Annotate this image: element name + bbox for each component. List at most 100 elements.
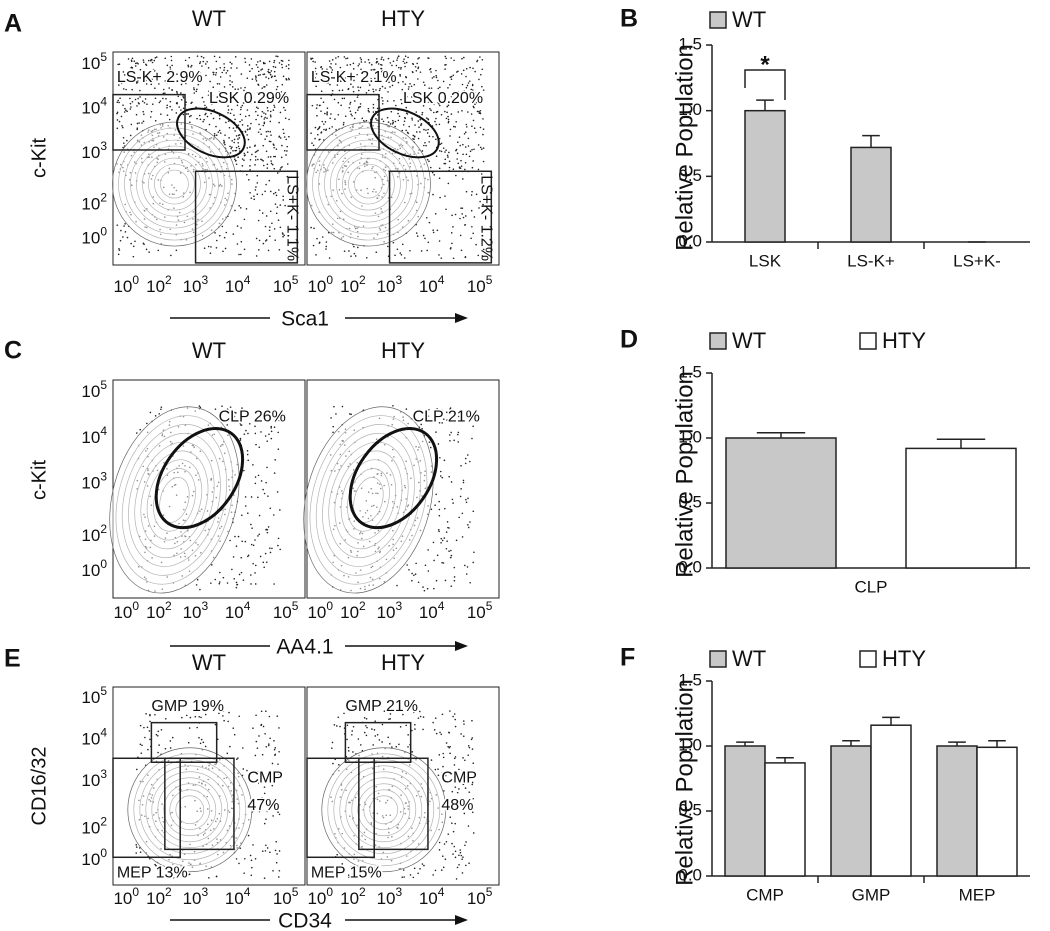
event-dot <box>276 148 278 150</box>
event-dot <box>464 224 466 226</box>
event-dot <box>279 169 281 171</box>
event-dot <box>383 59 385 61</box>
event-dot <box>273 147 275 149</box>
event-dot <box>479 56 481 58</box>
event-dot <box>437 768 439 770</box>
event-dot <box>453 831 455 833</box>
legend-swatch <box>710 333 726 349</box>
event-dot <box>466 126 468 128</box>
event-dot <box>417 873 419 875</box>
event-dot <box>230 152 232 154</box>
event-dot <box>123 142 125 144</box>
event-dot <box>182 95 184 97</box>
y-tick-label: 0.0 <box>678 231 702 250</box>
event-dot <box>118 248 120 250</box>
event-dot <box>277 172 279 174</box>
event-dot <box>278 876 280 878</box>
event-dot <box>264 877 266 879</box>
y-tick-label: 0.0 <box>678 865 702 884</box>
event-dot <box>326 241 328 243</box>
event-dot <box>433 174 435 176</box>
event-dot <box>318 127 320 129</box>
event-dot <box>285 139 287 141</box>
event-dot <box>450 247 452 249</box>
event-dot <box>446 540 448 542</box>
event-dot <box>473 551 475 553</box>
event-dot <box>467 454 469 456</box>
tick-base: 10 <box>377 603 396 622</box>
event-dot <box>332 742 334 744</box>
event-dot <box>358 90 360 92</box>
event-dot <box>332 59 334 61</box>
event-dot <box>273 109 275 111</box>
event-dot <box>222 226 224 228</box>
event-dot <box>439 842 441 844</box>
event-dot <box>188 742 190 744</box>
y-axis-label: CD16/32 <box>28 747 50 826</box>
event-dot <box>465 865 467 867</box>
event-dot <box>279 509 281 511</box>
event-dot <box>464 844 466 846</box>
event-dot <box>214 579 216 581</box>
event-dot <box>234 536 236 538</box>
gate-label: GMP 21% <box>345 698 418 715</box>
event-dot <box>339 90 341 92</box>
event-dot <box>465 841 467 843</box>
event-dot <box>222 715 224 717</box>
event-dot <box>123 225 125 227</box>
event-dot <box>255 156 257 158</box>
event-dot <box>399 252 401 254</box>
event-dot <box>375 118 377 120</box>
event-dot <box>451 843 453 845</box>
event-dot <box>453 168 455 170</box>
event-dot <box>140 851 142 853</box>
event-dot <box>135 844 137 846</box>
y-tick-label: 105 <box>81 378 107 401</box>
event-dot <box>157 752 159 754</box>
event-dot <box>451 243 453 245</box>
event-dot <box>202 61 204 63</box>
y-tick-label: 100 <box>81 557 107 580</box>
event-dot <box>477 111 479 113</box>
event-dot <box>354 253 356 255</box>
tick-exponent: 0 <box>100 557 107 571</box>
event-dot <box>379 88 381 90</box>
x-tick-label: 104 <box>225 599 251 622</box>
event-dot <box>339 726 341 728</box>
event-dot <box>143 121 145 123</box>
event-dot <box>257 535 259 537</box>
event-dot <box>427 132 429 134</box>
event-dot <box>271 70 273 72</box>
event-dot <box>473 832 475 834</box>
event-dot <box>237 142 239 144</box>
event-dot <box>357 96 359 98</box>
event-dot <box>448 183 450 185</box>
event-dot <box>195 91 197 93</box>
tick-base: 10 <box>81 851 100 870</box>
event-dot <box>198 737 200 739</box>
event-dot <box>432 722 434 724</box>
event-dot <box>239 137 241 139</box>
event-dot <box>335 57 337 59</box>
tick-base: 10 <box>340 889 359 908</box>
x-tick-label: 105 <box>273 885 299 908</box>
event-dot <box>438 774 440 776</box>
event-dot <box>135 65 137 67</box>
event-dot <box>430 447 432 449</box>
event-dot <box>270 191 272 193</box>
event-dot <box>448 152 450 154</box>
event-dot <box>258 533 260 535</box>
event-dot <box>237 225 239 227</box>
event-dot <box>255 159 257 161</box>
event-dot <box>413 574 415 576</box>
event-dot <box>204 247 206 249</box>
event-dot <box>240 207 242 209</box>
event-dot <box>271 222 273 224</box>
event-dot <box>273 514 275 516</box>
axis-arrow-head <box>455 313 468 323</box>
event-dot <box>246 174 248 176</box>
event-dot <box>189 121 191 123</box>
gate-label: CMP <box>247 769 283 786</box>
event-dot <box>474 71 476 73</box>
event-dot <box>468 745 470 747</box>
